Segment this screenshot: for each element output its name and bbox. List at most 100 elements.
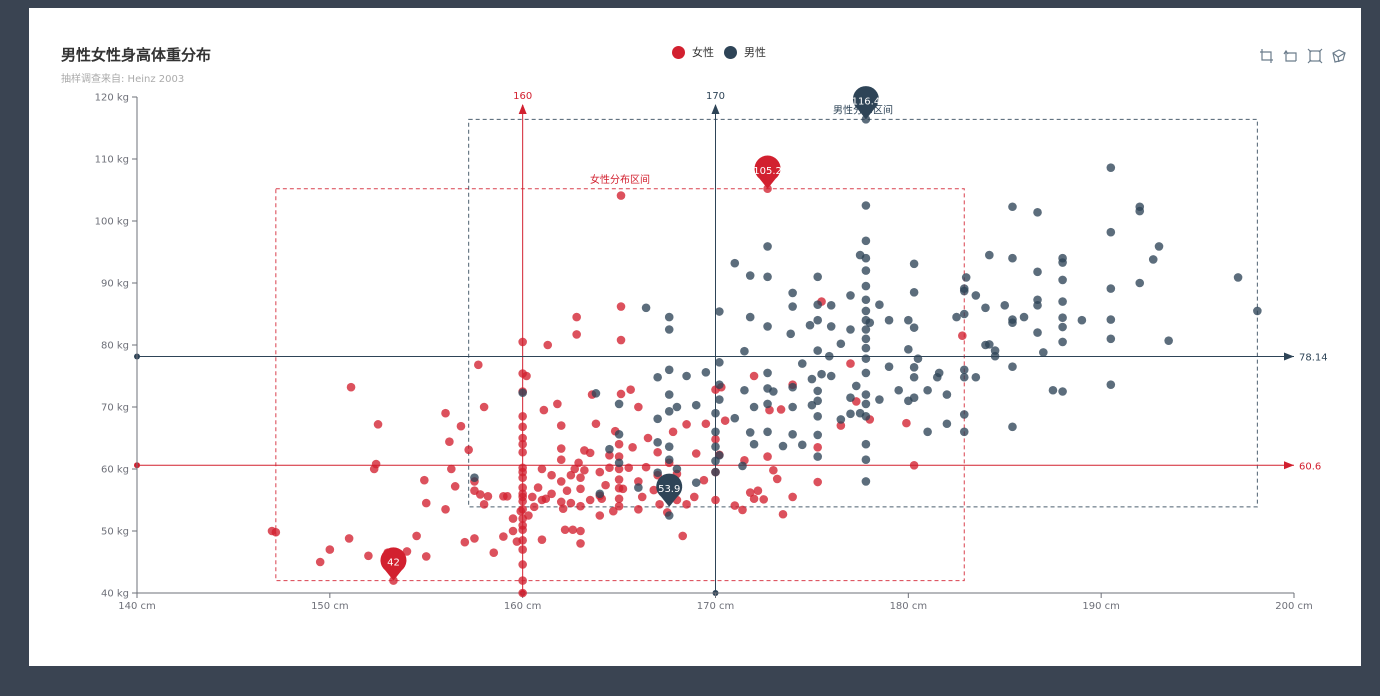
male-point <box>715 307 724 316</box>
female-point <box>699 475 709 485</box>
male-point <box>942 419 952 429</box>
male-point <box>861 455 871 465</box>
female-point <box>749 494 759 504</box>
male-point <box>691 400 701 410</box>
male-point <box>824 351 834 361</box>
female-point <box>689 492 699 502</box>
axes: 140 cm 150 cm 160 cm 170 cm 180 cm 190 cm 200 … <box>95 93 1313 613</box>
female-point <box>508 526 518 536</box>
male-point <box>861 439 871 449</box>
male-point <box>595 489 605 499</box>
female-point <box>518 439 527 449</box>
female-point <box>614 475 624 484</box>
male-point <box>1135 202 1145 212</box>
female-point <box>541 494 551 504</box>
female-point <box>678 531 688 541</box>
female-point <box>846 359 855 368</box>
legend-item-male[interactable]: 男性 <box>724 44 766 60</box>
chart-subtitle: 抽样调查来自: Heinz 2003 <box>61 74 185 85</box>
male-point <box>740 385 749 395</box>
male-point <box>813 430 823 440</box>
female-point <box>614 439 624 449</box>
male-point <box>788 302 797 311</box>
male-point <box>664 455 674 465</box>
male-point <box>813 452 823 461</box>
male-point <box>788 402 797 412</box>
male-point <box>813 386 823 396</box>
female-point <box>479 500 489 509</box>
male-point <box>701 367 711 377</box>
male-point <box>909 259 919 269</box>
female-point <box>460 537 470 547</box>
mark-point-label: 42 <box>387 558 400 569</box>
female-point <box>543 340 553 350</box>
male-point <box>672 464 682 474</box>
male-point <box>836 415 846 424</box>
female-point <box>508 514 518 523</box>
legend-item-female[interactable]: 女性 <box>672 44 714 60</box>
male-point <box>826 322 836 331</box>
male-point <box>1058 275 1067 285</box>
female-point <box>489 548 499 557</box>
female-point <box>682 420 691 429</box>
male-point <box>959 372 969 382</box>
male-point <box>875 395 884 404</box>
female-point <box>450 482 460 491</box>
male-point <box>923 385 932 395</box>
x-tick-label: 150 cm <box>311 601 349 612</box>
female-point <box>533 483 543 492</box>
mark-area-rect <box>275 188 965 582</box>
female-point <box>325 545 335 554</box>
y-tick-label: 60 kg <box>101 465 129 476</box>
female-point <box>539 405 549 415</box>
female-point <box>730 501 740 510</box>
male-point <box>1033 328 1042 337</box>
male-point <box>1008 318 1017 327</box>
zoom-reset-icon[interactable] <box>1283 48 1299 64</box>
male-point <box>711 442 720 451</box>
male-point <box>971 372 981 382</box>
male-point <box>1058 313 1067 323</box>
male-point <box>959 410 969 419</box>
male-point <box>1008 422 1017 432</box>
male-point <box>904 315 913 325</box>
male-point <box>672 402 682 412</box>
female-point <box>547 489 556 499</box>
male-point <box>1154 242 1164 251</box>
male-point <box>861 390 871 399</box>
female-point <box>574 458 583 468</box>
female-point <box>634 477 643 486</box>
male-point <box>653 372 662 382</box>
x-tick-label: 200 cm <box>1275 601 1313 612</box>
male-point <box>788 288 797 298</box>
male-point <box>1058 322 1067 332</box>
female-point <box>585 448 595 458</box>
x-tick-label: 180 cm <box>890 601 928 612</box>
female-point <box>738 505 747 515</box>
male-point <box>813 396 823 406</box>
lasso-select-icon[interactable] <box>1331 48 1347 64</box>
rect-select-icon[interactable] <box>1307 48 1323 64</box>
male-point <box>813 346 823 355</box>
male-point <box>846 393 855 403</box>
male-point <box>959 427 969 437</box>
female-point <box>402 547 412 556</box>
male-point <box>763 368 772 378</box>
male-point <box>605 444 614 454</box>
male-point <box>1233 273 1243 282</box>
legend-dot-male <box>724 45 737 59</box>
female-point <box>580 465 589 475</box>
mark-point-label: 53.9 <box>658 484 680 495</box>
female-point <box>346 382 356 392</box>
male-point <box>894 385 903 395</box>
male-point <box>788 382 797 392</box>
female-point <box>518 483 527 492</box>
male-point <box>913 354 923 363</box>
female-point <box>813 443 823 452</box>
zoom-icon[interactable] <box>1259 48 1275 64</box>
male-point <box>1048 385 1058 395</box>
mark-area-label: 女性分布区间 <box>590 173 650 186</box>
female-point <box>637 492 647 502</box>
x-tick-label: 160 cm <box>504 601 542 612</box>
mark-line-arrow <box>1284 461 1294 470</box>
